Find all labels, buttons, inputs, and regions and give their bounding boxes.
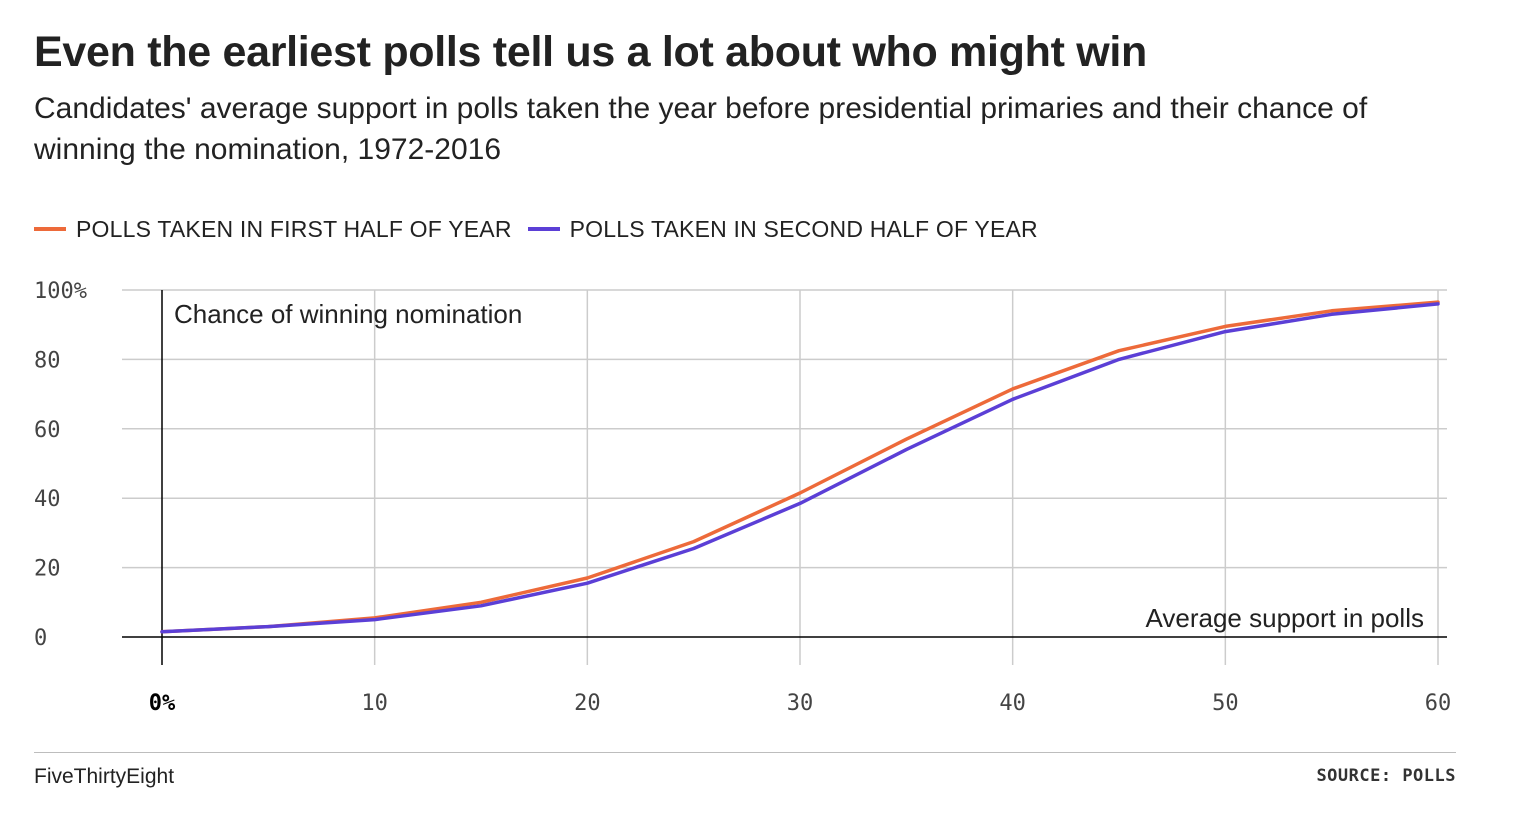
x-tick-label-30: 30 (787, 691, 814, 716)
legend-item-first-half: Polls taken in first half of year (34, 216, 512, 243)
x-tick-label-60: 60 (1425, 691, 1452, 716)
x-tick-label-20: 20 (574, 691, 601, 716)
y-tick-label-60: 60 (34, 418, 61, 443)
chart-subtitle: Candidates' average support in polls tak… (34, 92, 1368, 166)
y-tick-label-40: 40 (34, 487, 61, 512)
legend-swatch-first-half (34, 227, 66, 231)
x-tick-label-40: 40 (999, 691, 1026, 716)
chart-title: Even the earliest polls tell us a lot ab… (34, 28, 1147, 76)
series-line-second-half (160, 302, 1440, 634)
y-tick-label-100: 100% (34, 279, 87, 304)
legend-label-second-half: Polls taken in second half of year (569, 215, 1038, 242)
y-tick-label-80: 80 (34, 348, 61, 373)
x-tick-label-50: 50 (1212, 691, 1239, 716)
y-tick-label-0: 0 (34, 626, 47, 651)
footer-source: SOURCE: POLLS (1316, 766, 1456, 786)
legend-swatch-second-half (527, 227, 560, 231)
line-chart: 0 20 40 60 80 100% 0% 10 20 30 40 50 60 Chance of win… (34, 279, 1452, 716)
legend-item-second-half: Polls taken in second half of year (527, 215, 1038, 243)
chart-legend: Polls taken in first half of year Polls … (34, 214, 1054, 244)
x-axis-label: Average support in polls (1146, 603, 1424, 633)
y-axis-label: Chance of winning nomination (174, 299, 522, 329)
x-tick-label-10: 10 (361, 691, 388, 716)
y-tick-label-20: 20 (34, 557, 61, 582)
footer-brand: FiveThirtyEight (34, 765, 175, 788)
legend-label-first-half: Polls taken in first half of year (76, 215, 512, 242)
x-tick-label-0: 0% (149, 691, 176, 716)
footer-divider (34, 752, 1456, 753)
